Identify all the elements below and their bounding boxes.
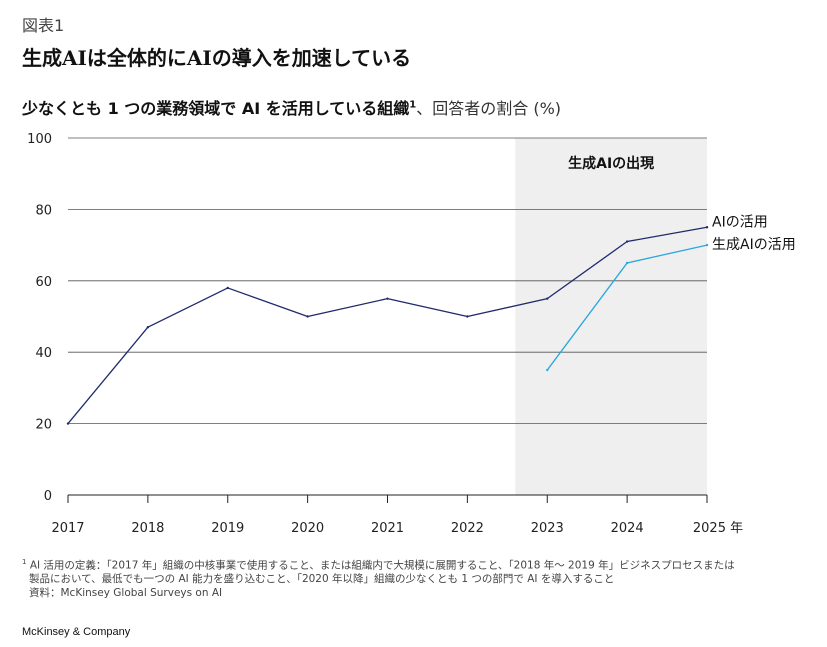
data-point-s1-2024 (625, 240, 629, 243)
figure-label: 図表1 (22, 16, 65, 35)
x-tick-label-2021: 2021 (371, 521, 404, 536)
shaded-region-label: 生成AIの出現 (568, 155, 654, 172)
x-tick-label-2017: 2017 (51, 521, 84, 536)
y-tick-label-80: 80 (35, 203, 52, 218)
data-point-s1-2018 (146, 326, 150, 329)
data-point-s2-2025 (705, 243, 709, 247)
y-tick-label-60: 60 (35, 275, 52, 290)
x-tick-label-2022: 2022 (451, 521, 484, 536)
series-label-2: 生成AIの活用 (712, 237, 796, 253)
footnote-1: 1 AI 活用の定義：「2017 年」組織の中核事業で使用すること、または組織内… (22, 556, 812, 573)
chart-subtitle: 少なくとも 1 つの業務領域で AI を活用している組織1、回答者の割合 (%) (22, 95, 561, 119)
data-point-s1-2019 (226, 286, 229, 290)
source-note: 資料：McKinsey Global Surveys on AI (29, 586, 223, 599)
brand-logo-text: McKinsey & Company (22, 626, 131, 638)
x-tick-label-2023: 2023 (531, 521, 564, 536)
data-point-s2-2024 (625, 261, 629, 265)
x-tick-label-2020: 2020 (291, 521, 324, 536)
data-point-s1-2020 (306, 315, 309, 318)
y-tick-label-100: 100 (27, 132, 52, 147)
shaded-region (515, 138, 707, 495)
data-point-s1-2025 (705, 226, 709, 229)
footnotes: 1 AI 活用の定義：「2017 年」組織の中核事業で使用すること、または組織内… (22, 556, 812, 600)
y-tick-label-20: 20 (35, 418, 52, 433)
subtitle-unit: 、回答者の割合 (%) (416, 99, 562, 118)
footnote-line-1: AI 活用の定義：「2017 年」組織の中核事業で使用すること、または組織内で大… (29, 559, 735, 572)
footnote-mark: 1 (22, 558, 27, 566)
series-label-1: AIの活用 (712, 214, 768, 230)
line-chart: 生成AIの出現 0 20 40 60 80 100 2017 2018 2019 2020 2021 2… (27, 132, 796, 536)
x-tick-label-2025: 2025 年 (693, 521, 743, 536)
data-point-s1-2021 (386, 297, 389, 300)
data-point-s1-2023 (546, 297, 549, 300)
headline: 生成AIは全体的にAIの導入を加速している (22, 46, 412, 70)
subtitle-main: 少なくとも 1 つの業務領域で AI を活用している組織 (22, 99, 410, 118)
x-tick-label-2018: 2018 (131, 521, 164, 536)
x-tick-label-2019: 2019 (211, 521, 244, 536)
x-tick-label-2024: 2024 (611, 521, 644, 536)
subtitle-footnote-mark: 1 (409, 99, 417, 111)
data-point-s1-2022 (466, 315, 469, 318)
data-point-s1-2017 (66, 422, 70, 425)
y-tick-label-40: 40 (35, 346, 52, 361)
y-tick-label-0: 0 (44, 489, 52, 504)
footnote-line-2: 製品において、最低でも一つの AI 能力を盛り込むこと、「2020 年以降」組織… (29, 573, 615, 585)
data-point-s2-2023 (546, 368, 549, 372)
